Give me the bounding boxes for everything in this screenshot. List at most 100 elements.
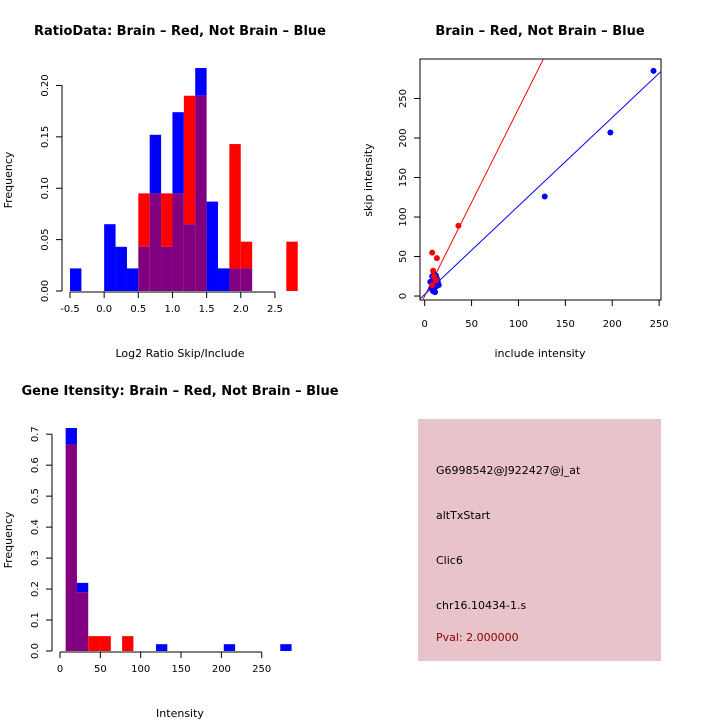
- scatter-y-tick-label: 150: [398, 168, 409, 187]
- intensity-hist-y-tick-label: 0.7: [30, 426, 41, 442]
- intensity-hist-y-tick-label: 0.2: [30, 581, 41, 597]
- intensity-hist-x-tick-label: 250: [252, 664, 271, 675]
- scatter-point-red: [429, 281, 436, 288]
- ratio-hist-bar-overlap: [172, 193, 184, 291]
- intensity-scatter: Brain – Red, Not Brain – Blue include in…: [362, 24, 669, 360]
- ratio-hist-bar-overlap: [195, 95, 207, 291]
- intensity-hist-y-tick-label: 0.4: [30, 519, 41, 535]
- intensity-hist-ylabel: Frequency: [2, 511, 15, 568]
- scatter-point-blue: [541, 193, 548, 200]
- fit-line-red: [422, 59, 544, 300]
- intensity-hist-x-tick-label: 0: [57, 664, 63, 675]
- intensity-hist-y-tick-label: 0.1: [30, 612, 41, 628]
- ratio-hist-bar-blue: [195, 68, 207, 96]
- ratio-hist-y-tick-label: 0.10: [40, 177, 51, 199]
- intensity-hist-bar-overlap: [76, 592, 89, 651]
- intensity-hist-y-tick-label: 0.6: [30, 457, 41, 473]
- scatter-x-tick-label: 250: [650, 319, 669, 330]
- ratio-hist-bar-overlap: [240, 268, 253, 291]
- fit-line-blue: [420, 71, 661, 300]
- scatter-x-tick-label: 50: [465, 319, 478, 330]
- ratio-histogram: RatioData: Brain – Red, Not Brain – Blue…: [2, 24, 326, 360]
- scatter-x-tick-label: 0: [422, 319, 428, 330]
- scatter-point-blue: [432, 289, 439, 296]
- scatter-point-red: [455, 222, 462, 229]
- scatter-point-red: [429, 249, 436, 256]
- scatter-plot-box: [419, 58, 662, 301]
- probe-id: G6998542@J922427@j_at: [436, 464, 581, 477]
- scatter-point-red: [432, 277, 439, 284]
- intensity-hist-y-tick-label: 0.0: [30, 643, 41, 659]
- intensity-hist-bar-red: [99, 636, 111, 651]
- intensity-hist-y-tick-label: 0.3: [30, 550, 41, 566]
- ratio-hist-bar-blue: [206, 201, 219, 291]
- ratio-hist-xlabel: Log2 Ratio Skip/Include: [115, 347, 244, 360]
- gene-name: Clic6: [436, 554, 463, 567]
- ratio-hist-bar-red: [286, 241, 298, 291]
- intensity-hist-bar-blue: [76, 582, 89, 593]
- scatter-y-tick-label: 250: [398, 89, 409, 108]
- ratio-hist-bar-red: [161, 193, 173, 247]
- ratio-hist-bar-blue: [218, 268, 230, 291]
- ratio-hist-bar-overlap: [161, 246, 173, 291]
- ratio-hist-bar-blue: [104, 224, 116, 291]
- ratio-hist-y-tick-label: 0.20: [40, 74, 51, 96]
- intensity-histogram: Gene Itensity: Brain – Red, Not Brain – …: [2, 384, 339, 720]
- intensity-hist-bar-red: [122, 636, 134, 651]
- scatter-point-red: [430, 267, 437, 274]
- ratio-hist-title: RatioData: Brain – Red, Not Brain – Blue: [34, 24, 326, 39]
- scatter-point-blue: [650, 67, 657, 74]
- ratio-hist-x-tick-label: 1.0: [165, 304, 181, 315]
- scatter-xlabel: include intensity: [494, 347, 586, 360]
- ratio-hist-bar-blue: [115, 246, 127, 291]
- scatter-x-tick-label: 100: [509, 319, 528, 330]
- intensity-hist-bar-overlap: [65, 444, 77, 651]
- ratio-hist-bar-overlap: [183, 224, 196, 291]
- location: chr16.10434-1.s: [436, 599, 527, 612]
- ratio-hist-bar-blue: [149, 134, 162, 194]
- intensity-hist-y-tick-label: 0.5: [30, 488, 41, 504]
- scatter-point-blue: [435, 281, 442, 288]
- ratio-hist-x-tick-label: 0.5: [130, 304, 146, 315]
- intensity-hist-bar-blue: [223, 644, 236, 651]
- intensity-hist-bar-red: [88, 636, 100, 651]
- pval: Pval: 2.000000: [436, 631, 519, 644]
- ratio-hist-bar-blue: [172, 112, 184, 194]
- intensity-hist-x-tick-label: 200: [212, 664, 231, 675]
- ratio-hist-bar-red: [183, 95, 196, 225]
- ratio-hist-bar-overlap: [138, 246, 150, 291]
- ratio-hist-y-tick-label: 0.15: [40, 126, 51, 148]
- scatter-point-red: [433, 255, 440, 262]
- scatter-y-tick-label: 200: [398, 128, 409, 147]
- intensity-hist-x-tick-label: 100: [131, 664, 150, 675]
- intensity-hist-x-tick-label: 50: [94, 664, 107, 675]
- scatter-y-tick-label: 0: [398, 293, 409, 299]
- scatter-ylabel: skip intensity: [362, 143, 375, 217]
- ratio-hist-ylabel: Frequency: [2, 151, 15, 208]
- ratio-hist-bar-overlap: [229, 268, 241, 291]
- ratio-hist-x-tick-label: 0.0: [96, 304, 112, 315]
- scatter-x-tick-label: 150: [556, 319, 575, 330]
- ratio-hist-bar-blue: [70, 268, 82, 291]
- scatter-title: Brain – Red, Not Brain – Blue: [435, 24, 644, 39]
- ratio-hist-bar-red: [138, 193, 150, 247]
- ratio-hist-bar-red: [240, 241, 253, 269]
- ratio-hist-x-tick-label: -0.5: [60, 304, 80, 315]
- ratio-hist-x-tick-label: 2.0: [233, 304, 249, 315]
- scatter-y-tick-label: 50: [398, 250, 409, 263]
- info-panel: G6998542@J922427@j_at altTxStart Clic6 c…: [418, 419, 661, 661]
- ratio-hist-x-tick-label: 2.5: [267, 304, 283, 315]
- scatter-point-blue: [607, 129, 614, 136]
- intensity-hist-bar-blue: [280, 644, 292, 651]
- ratio-hist-bar-overlap: [149, 193, 162, 291]
- ratio-hist-y-tick-label: 0.05: [40, 228, 51, 250]
- ratio-hist-bar-blue: [126, 268, 139, 291]
- intensity-hist-bar-blue: [65, 428, 77, 445]
- ratio-hist-y-tick-label: 0.00: [40, 280, 51, 302]
- event-type: altTxStart: [436, 509, 491, 522]
- intensity-hist-bar-blue: [156, 644, 168, 651]
- scatter-y-tick-label: 100: [398, 207, 409, 226]
- scatter-x-tick-label: 200: [603, 319, 622, 330]
- intensity-hist-title: Gene Itensity: Brain – Red, Not Brain – …: [21, 384, 338, 399]
